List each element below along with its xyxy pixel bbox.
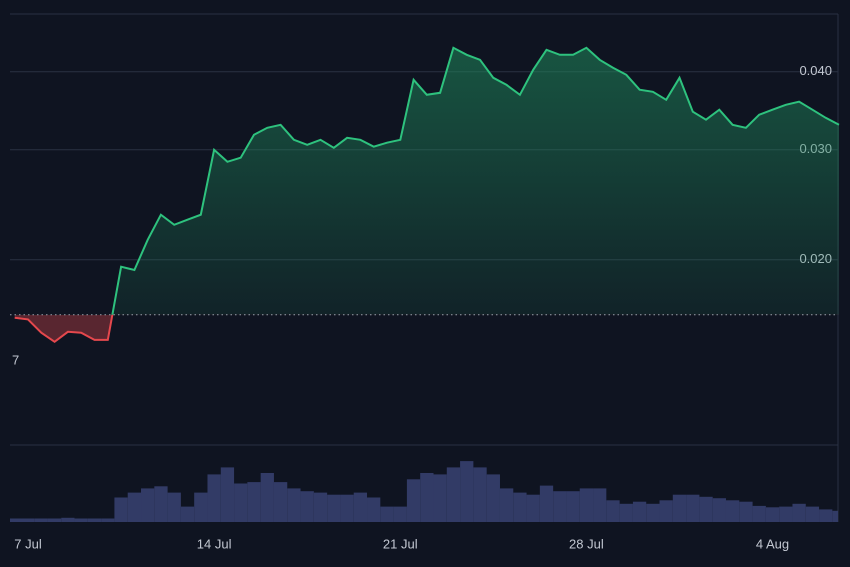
volume-bar [180,506,195,522]
volume-bar [141,488,155,522]
volume-bar [473,467,487,522]
volume-bar [287,488,301,522]
volume-bar [739,501,753,522]
volume-bar [513,492,527,522]
volume-bar [752,505,766,522]
volume-bar [10,518,24,522]
volume-bar [340,494,354,522]
volume-bar [779,506,793,522]
volume-bar [194,492,208,522]
x-tick-label: 21 Jul [383,536,418,551]
volume-bar [460,461,474,522]
volume-bar [712,498,726,522]
volume-bar [247,482,261,522]
volume-bar [74,518,88,522]
x-tick-label: 4 Aug [756,536,789,551]
volume-bar [659,500,673,522]
volume-bar [725,500,740,522]
volume-bar [486,474,500,522]
volume-bar [327,494,341,522]
volume-bar [61,517,75,522]
x-tick-label: 28 Jul [569,536,604,551]
volume-bar [167,492,181,522]
volume-bar [765,507,780,522]
volume-bar [313,492,328,522]
volume-bar [819,509,833,522]
volume-bar [420,473,434,522]
volume-bar [672,494,687,522]
volume-bar [499,488,514,522]
volume-bar [632,501,647,522]
volume-bar [832,510,838,522]
volume-bar [553,491,567,522]
volume-bar [367,497,381,522]
volume-bar [446,467,461,522]
volume-bar [380,506,394,522]
y-tick-label: 0.040 [799,63,832,78]
volume-bar [393,506,407,522]
x-tick-label: 14 Jul [197,536,232,551]
volume-bar [101,518,115,522]
volume-bar [300,491,314,522]
volume-bar [699,496,713,522]
volume-bar [406,479,421,522]
volume-bar [273,482,288,522]
volume-bar [686,494,700,522]
volume-bar [353,492,368,522]
volume-bar [579,488,594,522]
volume-bar [606,500,620,522]
volume-bar [87,518,102,522]
volume-bar [539,485,554,522]
volume-bar [114,497,128,522]
volume-bar [593,488,607,522]
volume-bar [805,506,820,522]
volume-bar [207,474,221,522]
price-line-up [111,46,840,315]
volume-bar [566,491,580,522]
volume-bar [619,503,633,522]
volume-bar [526,494,540,522]
volume-bar [792,503,806,522]
volume-bar [220,467,235,522]
volume-bar [47,518,62,522]
volume-bar [154,486,168,522]
volume-bar [34,518,48,522]
volume-bar [260,473,274,522]
volume-bar [433,474,447,522]
volume-bar [127,492,142,522]
volume-bar [234,483,248,522]
volume-bar [21,518,35,522]
area-up [112,47,839,315]
partial-label: 7 [12,352,19,367]
x-tick-label: 7 Jul [14,536,42,551]
volume-bar [646,503,660,522]
